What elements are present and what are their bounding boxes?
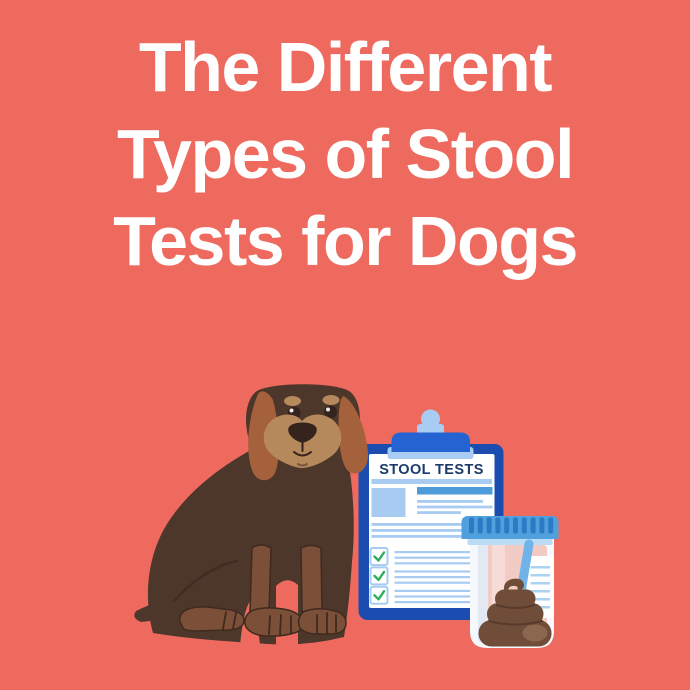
text-line-placeholder <box>371 523 492 526</box>
text-line-placeholder <box>394 589 492 592</box>
checkmark-icon <box>373 590 386 601</box>
dog-nose <box>288 422 317 443</box>
dog-eyebrow-right <box>322 395 340 405</box>
eye-glint <box>289 408 294 413</box>
lid-rim <box>467 539 553 545</box>
poop-tier-top <box>495 589 536 608</box>
text-line-placeholder <box>394 570 492 573</box>
lid-ridge <box>477 517 483 534</box>
dog-ear-left <box>248 391 279 481</box>
text-line-placeholder <box>394 581 492 584</box>
label-line-placeholder <box>530 582 550 585</box>
paper-text-lines <box>371 487 493 538</box>
clip-knob <box>421 409 440 429</box>
lid-ridge <box>521 517 527 534</box>
dog-front-leg-left <box>249 544 272 613</box>
lid-ridge <box>469 517 474 534</box>
checklist-row <box>369 547 492 566</box>
clipboard-illustration: STOOL TESTS <box>358 409 504 620</box>
cup-interior-shade <box>478 543 488 642</box>
dog-front-paw-left <box>244 607 304 637</box>
text-line-placeholder <box>371 535 492 538</box>
poop-tier-middle <box>487 603 544 625</box>
text-line-placeholder <box>371 529 492 532</box>
dog-mouth <box>293 442 312 457</box>
poop-icon <box>478 578 552 647</box>
dog-front-leg-right <box>300 544 323 614</box>
lid-ridge <box>486 517 492 534</box>
text-line-placeholder <box>417 500 483 503</box>
clip-bar <box>391 432 470 452</box>
title-line-1: The Different <box>138 28 553 106</box>
dog-chin-crease <box>297 463 308 467</box>
text-line-placeholder <box>394 595 492 598</box>
poop-crease <box>488 620 543 626</box>
lid-ridge <box>504 517 510 534</box>
text-line-placeholder <box>394 562 492 565</box>
checkmark-icon <box>373 551 386 562</box>
text-line-placeholder <box>417 511 461 514</box>
lid-ridge <box>548 517 554 534</box>
text-line-placeholder <box>417 505 493 509</box>
dog-eyebrow-left <box>284 396 301 406</box>
paper-image-placeholder <box>371 488 406 517</box>
lid-ridge <box>513 517 518 534</box>
label-line-placeholder <box>530 598 550 601</box>
checkbox-icon <box>369 566 389 586</box>
page-title: The Different Types of Stool Tests for D… <box>0 24 690 285</box>
lid-ridge <box>539 517 545 534</box>
title-line-3: Tests for Dogs <box>113 202 578 280</box>
eye-glint <box>326 407 330 412</box>
lid-flange <box>461 533 559 539</box>
title-line-2: Types of Stool <box>116 115 575 193</box>
front-paw-right-toes <box>316 612 337 634</box>
front-paw-left-toes <box>268 614 292 636</box>
dog-illustration <box>134 384 369 646</box>
checkbox-icon <box>369 585 389 605</box>
poop-crease <box>496 604 535 609</box>
text-line-placeholder <box>394 601 492 604</box>
text-line-placeholder <box>394 576 492 579</box>
haunch-crease <box>172 559 239 603</box>
checkmark-icon <box>373 570 386 582</box>
poop-curl <box>503 578 524 594</box>
checklist-row <box>369 566 492 586</box>
specimen-cup-illustration <box>461 516 559 648</box>
dog-hind-paw <box>179 606 245 632</box>
text-line-placeholder <box>394 551 492 554</box>
dog-ear-right <box>338 396 369 474</box>
checklist-row <box>369 585 492 605</box>
lid-ridge <box>495 517 501 534</box>
label-line-placeholder <box>530 574 550 577</box>
label-line-placeholder <box>530 566 550 569</box>
cup-lid <box>461 516 559 545</box>
paper-heading: STOOL TESTS <box>379 462 484 478</box>
poop-highlight <box>522 624 548 642</box>
heading-divider-bar <box>371 479 492 484</box>
checkbox-icon <box>369 547 389 566</box>
hind-paw-toes <box>222 611 237 630</box>
dog-front-paw-right <box>297 608 347 635</box>
lid-ridge <box>530 517 536 534</box>
text-line-placeholder <box>417 487 493 495</box>
label-line-placeholder <box>530 590 550 593</box>
text-line-placeholder <box>394 556 492 559</box>
